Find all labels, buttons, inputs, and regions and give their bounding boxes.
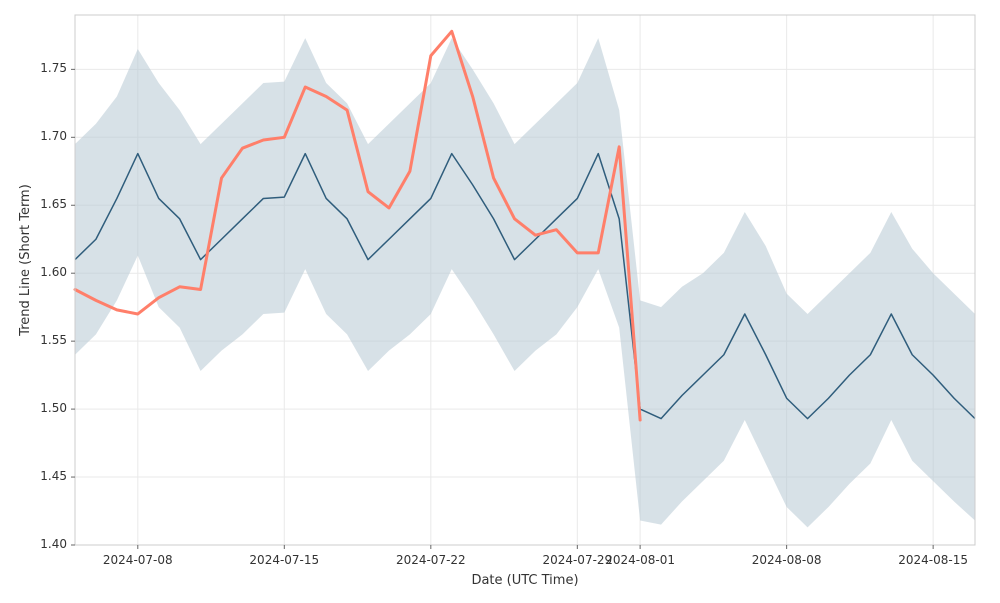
x-tick-label: 2024-08-15 xyxy=(893,553,973,567)
y-tick-label: 1.60 xyxy=(40,265,67,279)
x-tick-label: 2024-07-22 xyxy=(391,553,471,567)
y-tick-label: 1.70 xyxy=(40,129,67,143)
x-tick-label: 2024-08-01 xyxy=(600,553,680,567)
x-tick-label: 2024-07-15 xyxy=(244,553,324,567)
chart-svg xyxy=(0,0,1000,600)
y-axis-label: Trend Line (Short Term) xyxy=(18,160,33,360)
y-tick-label: 1.55 xyxy=(40,333,67,347)
y-tick-label: 1.40 xyxy=(40,537,67,551)
x-axis-label: Date (UTC Time) xyxy=(75,573,975,588)
y-tick-label: 1.65 xyxy=(40,197,67,211)
y-tick-label: 1.45 xyxy=(40,469,67,483)
y-tick-label: 1.50 xyxy=(40,401,67,415)
x-tick-label: 2024-08-08 xyxy=(747,553,827,567)
y-tick-label: 1.75 xyxy=(40,61,67,75)
trend-chart: 1.40 1.45 1.50 1.55 1.60 1.65 1.70 1.75 2024-07-… xyxy=(0,0,1000,600)
x-tick-label: 2024-07-08 xyxy=(98,553,178,567)
